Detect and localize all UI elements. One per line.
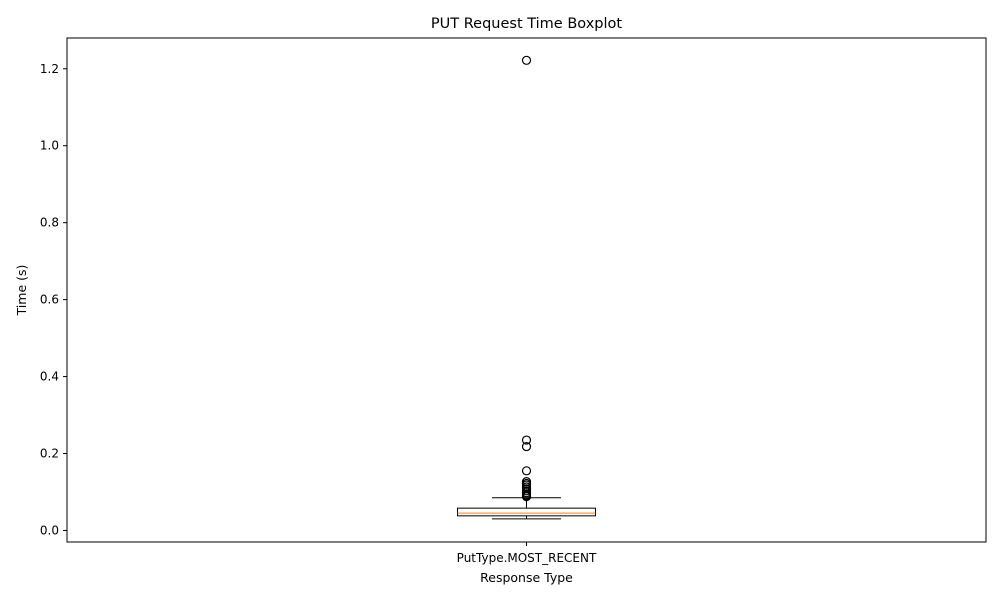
outlier-point xyxy=(521,441,532,452)
y-tick-label: 0.8 xyxy=(40,216,59,230)
y-tick-label: 1.0 xyxy=(40,139,59,153)
x-tick-label: PutType.MOST_RECENT xyxy=(457,551,597,565)
y-tick-label: 0.6 xyxy=(40,293,59,307)
y-tick-label: 0.4 xyxy=(40,370,59,384)
x-axis-label: Response Type xyxy=(480,570,573,585)
y-axis-label: Time (s) xyxy=(14,265,29,317)
chart-title: PUT Request Time Boxplot xyxy=(431,16,622,32)
outlier-point xyxy=(521,435,532,445)
plot-area xyxy=(457,55,596,520)
iqr-box xyxy=(457,507,596,517)
outlier-point xyxy=(521,476,532,487)
y-tick-label: 1.2 xyxy=(40,62,59,76)
outlier-point xyxy=(521,466,532,476)
y-tick-label: 0.2 xyxy=(40,447,59,461)
outlier-point xyxy=(521,55,532,65)
axes: 0.0 0.2 0.4 0.6 0.8 1.0 1.2 PutType.MOST_RECENT xyxy=(40,37,987,565)
y-tick-label: 0.0 xyxy=(40,523,59,537)
